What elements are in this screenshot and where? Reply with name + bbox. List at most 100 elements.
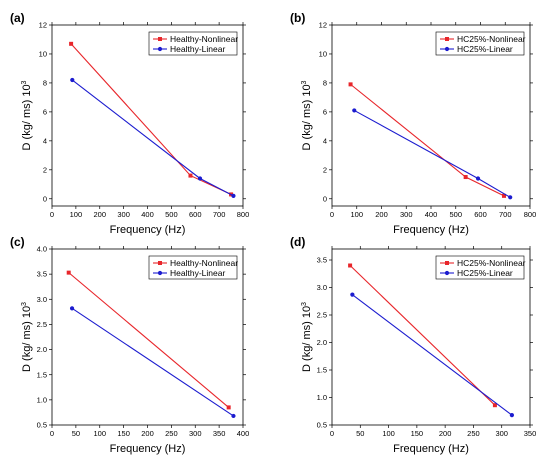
legend-marker-circle [157, 270, 163, 276]
y-tick-label: 6 [323, 107, 327, 116]
data-point-square [226, 405, 231, 410]
data-point-circle [70, 77, 75, 83]
x-tick-label: 400 [237, 429, 250, 438]
y-tick-label: 3.0 [317, 283, 327, 292]
y-tick-label: 12 [39, 21, 47, 30]
y-tick-label: 4 [323, 136, 327, 145]
y-axis-title-superscript: 3 [301, 302, 308, 306]
legend-marker-circle [444, 46, 450, 52]
y-axis-title: D (kg/ ms) 103 [21, 80, 33, 150]
legend-label-2: Healthy-Linear [170, 44, 225, 54]
x-tick-label: 300 [495, 429, 508, 438]
chart-panel-4: (d) 0 50 100 150 200 250 300 350 0.5 1.0 1.5 2.0 2.5 3… [290, 235, 536, 455]
series-line-2 [71, 79, 234, 197]
data-point-circle [231, 413, 236, 419]
x-tick-label: 100 [350, 210, 363, 219]
data-point-square [348, 82, 353, 87]
x-tick-label: 600 [474, 210, 487, 219]
data-point-square [502, 193, 507, 198]
y-tick-label: 0.5 [317, 421, 327, 430]
y-tick-label: 1.5 [37, 370, 47, 379]
x-tick-label: 0 [50, 429, 54, 438]
x-tick-label: 300 [400, 210, 413, 219]
legend-box [148, 31, 238, 56]
data-point-square [188, 173, 193, 178]
y-axis-title: D (kg/ ms) 103 [301, 302, 313, 372]
y-tick-label: 0 [323, 194, 327, 203]
panel-letter: (b) [290, 11, 305, 25]
x-axis-title: Frequency (Hz) [110, 443, 186, 455]
data-point-circle [475, 176, 481, 181]
y-tick-label: 6 [43, 107, 47, 116]
legend-box [435, 255, 525, 280]
series-line-1 [349, 265, 496, 406]
y-tick-label: 2 [323, 165, 327, 174]
y-tick-label: 3.0 [37, 295, 47, 304]
x-tick-label: 50 [72, 429, 80, 438]
data-point-square [348, 263, 353, 268]
x-tick-label: 100 [70, 210, 83, 219]
x-tick-label: 200 [141, 429, 154, 438]
x-tick-label: 800 [524, 210, 537, 219]
y-tick-label: 4 [43, 136, 47, 145]
y-tick-label: 1.0 [37, 395, 47, 404]
plot-frame [331, 248, 531, 426]
y-tick-label: 10 [319, 50, 327, 59]
x-tick-label: 600 [189, 210, 202, 219]
x-axis-title: Frequency (Hz) [110, 224, 186, 236]
x-tick-label: 800 [237, 210, 250, 219]
legend-label-1: Healthy-Nonlinear [170, 34, 238, 44]
legend-marker-square [158, 261, 162, 265]
legend-label-2: HC25%-Linear [457, 268, 513, 278]
x-tick-label: 700 [499, 210, 512, 219]
x-tick-label: 350 [213, 429, 226, 438]
x-tick-label: 200 [93, 210, 106, 219]
data-point-circle [69, 306, 75, 311]
y-tick-label: 8 [43, 79, 47, 88]
y-tick-label: 3.5 [317, 256, 327, 265]
data-point-square [492, 403, 497, 408]
x-tick-label: 300 [117, 210, 130, 219]
y-tick-label: 3.5 [37, 270, 47, 279]
series-line-2 [71, 307, 234, 417]
legend-label-2: Healthy-Linear [170, 268, 225, 278]
data-point-circle [350, 292, 355, 297]
legend-label-1: HC25%-Nonlinear [457, 258, 526, 268]
y-axis-title-superscript: 3 [21, 80, 28, 84]
legend-marker-circle [157, 46, 163, 52]
x-tick-label: 50 [356, 429, 364, 438]
panel-letter: (d) [290, 235, 305, 249]
chart-panel-3: (c) 0 50 100 150 200 250 300 350 400 0.5 1.0 1.5 2.0 2… [10, 235, 249, 455]
data-point-square [463, 175, 468, 180]
panel-letter: (a) [10, 11, 25, 25]
data-point-circle [197, 176, 203, 181]
legend-box [435, 31, 525, 56]
y-tick-label: 12 [319, 21, 327, 30]
y-tick-label: 2 [43, 165, 47, 174]
series-line-1 [68, 272, 230, 408]
legend-marker-square [445, 261, 449, 265]
chart-panel-1: (a) 0 100 200 300 400 500 600 700 800 0 2 4 6 8 10 12 Fre… [10, 11, 249, 236]
x-tick-label: 400 [141, 210, 154, 219]
x-tick-label: 200 [439, 429, 452, 438]
y-axis-title-superscript: 3 [301, 80, 308, 84]
x-tick-label: 250 [165, 429, 178, 438]
data-point-circle [231, 193, 236, 198]
series-line-2 [354, 109, 511, 198]
data-point-circle [508, 195, 513, 200]
x-tick-label: 500 [165, 210, 178, 219]
y-tick-label: 10 [39, 50, 47, 59]
y-axis-title-superscript: 3 [21, 302, 28, 306]
x-tick-label: 400 [425, 210, 438, 219]
x-axis-title: Frequency (Hz) [393, 443, 469, 455]
legend-label-1: HC25%-Nonlinear [457, 34, 526, 44]
chart-panel-2: (b) 0 100 200 300 400 500 600 700 800 0 2 4 6 8 10 12 Fre… [290, 11, 536, 236]
x-tick-label: 100 [382, 429, 395, 438]
x-tick-label: 200 [375, 210, 388, 219]
legend-label-2: HC25%-Linear [457, 44, 513, 54]
series-line-1 [70, 43, 232, 195]
x-tick-label: 0 [330, 210, 334, 219]
series-line-1 [350, 83, 505, 197]
legend-marker-square [445, 37, 449, 41]
